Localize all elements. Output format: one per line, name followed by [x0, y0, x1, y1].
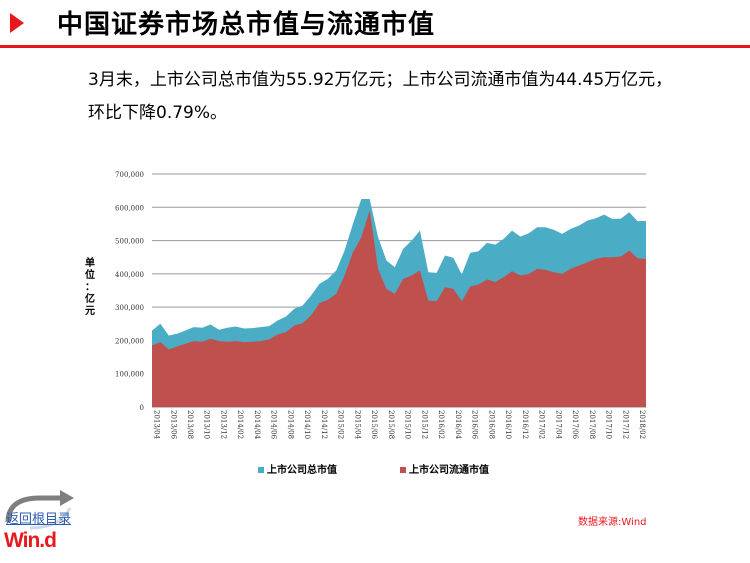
x-tick-label: 2017/04: [554, 410, 562, 440]
summary-text: 3月末，上市公司总市值为55.92万亿元；上市公司流通市值为44.45万亿元，环…: [88, 70, 673, 123]
x-tick-label: 2014/08: [286, 410, 294, 439]
back-to-root[interactable]: 返回根目录 Win.d: [0, 488, 100, 558]
x-tick-label: 2014/10: [303, 410, 311, 439]
x-tick-label: 2016/06: [471, 410, 479, 440]
x-tick-label: 2016/12: [521, 410, 529, 439]
x-tick-label: 2013/12: [219, 410, 227, 439]
y-tick-label: 600,000: [115, 204, 144, 212]
x-tick-label: 2014/04: [253, 410, 261, 440]
x-tick-label: 2013/04: [153, 410, 161, 440]
y-tick-label: 0: [140, 404, 144, 412]
y-axis-label: 单位：亿元: [82, 258, 98, 318]
y-tick-label: 300,000: [115, 304, 144, 312]
legend-label-total: 上市公司总市值: [267, 465, 337, 476]
x-tick-label: 2014/02: [236, 410, 244, 439]
page-title: 中国证券市场总市值与流通市值: [57, 10, 436, 40]
x-tick-label: 2015/08: [387, 410, 395, 439]
data-source: 数据来源:Wind: [578, 517, 647, 528]
back-link[interactable]: 返回根目录: [6, 512, 72, 527]
y-tick-label: 200,000: [115, 337, 144, 345]
x-tick-label: 2017/02: [538, 410, 546, 439]
title-divider: [0, 45, 750, 48]
legend-swatch-total: [258, 467, 264, 473]
x-tick-label: 2013/08: [186, 410, 194, 439]
y-axis-label-char: 亿: [85, 294, 95, 305]
x-tick-label: 2017/06: [571, 410, 579, 440]
title-arrow-icon: [10, 13, 24, 33]
curved-arrow-icon: [5, 490, 74, 530]
x-tick-label: 2014/06: [270, 410, 278, 440]
x-tick-label: 2017/10: [605, 410, 613, 439]
x-tick-label: 2013/06: [169, 410, 177, 440]
x-tick-label: 2016/04: [454, 410, 462, 440]
legend-label-float: 上市公司流通市值: [409, 465, 489, 476]
y-tick-label: 700,000: [115, 171, 144, 179]
y-axis: 0 100,000 200,000 300,000 400,000 500,000 600,…: [115, 171, 144, 412]
x-tick-label: 2016/10: [504, 410, 512, 439]
y-axis-label-char: 单: [85, 258, 95, 269]
x-tick-label: 2013/10: [203, 410, 211, 439]
x-tick-label: 2015/06: [370, 410, 378, 440]
x-tick-label: 2015/04: [353, 410, 361, 440]
y-tick-label: 500,000: [115, 238, 144, 246]
x-tick-label: 2016/02: [437, 410, 445, 439]
y-tick-label: 100,000: [115, 371, 144, 379]
y-axis-label-char: 位: [85, 270, 95, 281]
series-area-float: [152, 210, 646, 407]
x-tick-label: 2015/12: [420, 410, 428, 439]
x-tick-label: 2015/02: [337, 410, 345, 439]
wind-logo: Win.d: [4, 529, 57, 552]
x-axis: 2013/04 2013/06 2013/08 2013/10 2013/12 2014/…: [153, 410, 647, 440]
area-series: [152, 198, 646, 407]
x-tick-label: 2015/10: [404, 410, 412, 439]
y-axis-label-char: 元: [85, 306, 95, 317]
legend-item-float: 上市公司流通市值: [400, 461, 489, 476]
x-tick-label: 2014/12: [320, 410, 328, 439]
x-tick-label: 2016/08: [487, 410, 495, 439]
y-tick-label: 400,000: [115, 271, 144, 279]
legend-swatch-float: [400, 467, 406, 473]
x-tick-label: 2017/08: [588, 410, 596, 439]
legend-item-total: 上市公司总市值: [258, 461, 337, 476]
x-tick-label: 2017/12: [621, 410, 629, 439]
y-axis-label-char: ：: [85, 282, 95, 293]
x-tick-label: 2018/02: [638, 410, 646, 439]
